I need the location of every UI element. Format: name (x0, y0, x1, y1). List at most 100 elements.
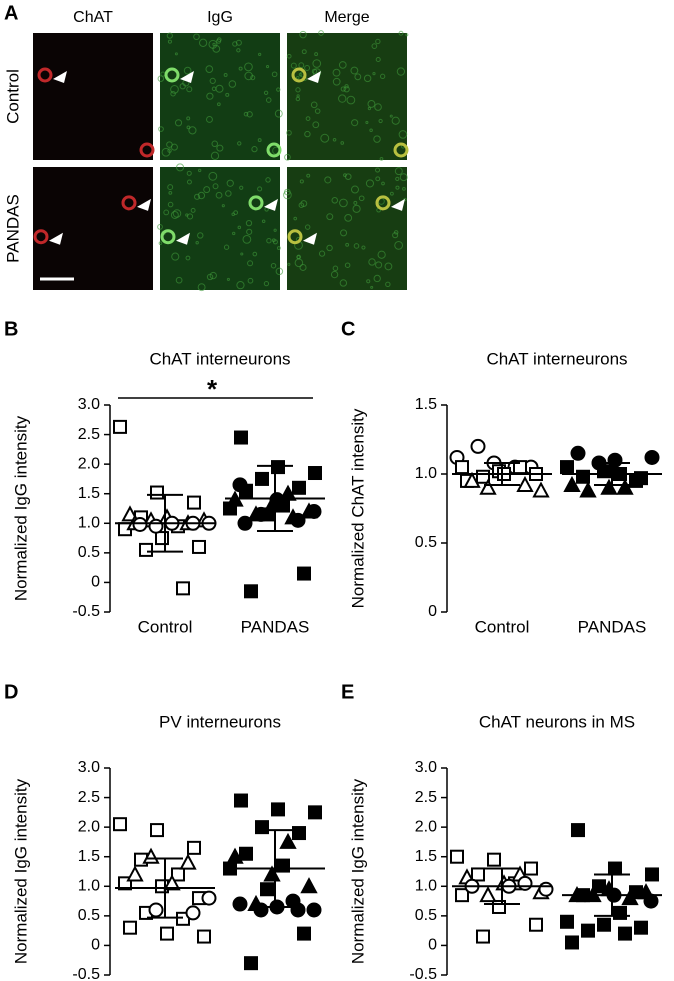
square-marker (123, 920, 137, 935)
y-tick-label: 0 (91, 937, 100, 954)
texture (215, 191, 223, 199)
square-marker (634, 920, 648, 935)
column-label: Merge (324, 9, 369, 26)
texture (193, 33, 200, 41)
texture (170, 85, 179, 94)
square-marker (260, 882, 274, 897)
square-marker (197, 929, 211, 944)
texture (217, 102, 221, 107)
texture (221, 204, 225, 208)
texture (211, 86, 217, 92)
texture (379, 157, 384, 161)
texture (174, 52, 178, 56)
texture (263, 90, 269, 95)
panel-letter: C (341, 318, 355, 340)
texture (394, 240, 404, 250)
texture (344, 213, 353, 222)
micrograph (160, 33, 280, 160)
texture (198, 38, 208, 47)
texture (381, 181, 385, 186)
texture (299, 263, 307, 271)
circle-marker (570, 445, 586, 461)
triangle-marker (621, 889, 639, 906)
arrowhead (264, 198, 278, 211)
texture (266, 238, 272, 244)
texture (398, 30, 404, 36)
square-marker (297, 926, 311, 941)
texture (251, 146, 258, 153)
texture (395, 176, 400, 182)
y-tick-label: 2.0 (78, 455, 100, 472)
texture (238, 66, 243, 71)
panel-letter: E (341, 681, 354, 703)
y-tick-label: 0.5 (415, 907, 437, 924)
texture (300, 200, 308, 207)
square-marker (292, 480, 306, 495)
triangle-marker (226, 847, 244, 864)
texture (314, 52, 319, 57)
texture (332, 77, 341, 86)
square-marker (597, 917, 611, 932)
texture (167, 148, 172, 153)
texture (167, 201, 174, 208)
texture (210, 151, 220, 160)
triangle-marker (279, 832, 297, 849)
texture (350, 185, 359, 194)
y-tick-label: 2.0 (78, 818, 100, 835)
texture (368, 258, 376, 266)
row-label: PANDAS (3, 194, 22, 263)
triangle-marker (600, 478, 618, 495)
triangle-marker (532, 481, 550, 498)
texture (168, 190, 173, 195)
cell (266, 142, 282, 158)
square-marker (529, 917, 543, 932)
texture (343, 173, 347, 178)
circle-marker (290, 902, 306, 918)
square-marker (455, 460, 469, 475)
texture (240, 252, 244, 256)
square-marker (160, 926, 174, 941)
texture (296, 94, 300, 98)
texture (176, 163, 185, 172)
texture (247, 260, 254, 267)
texture (363, 74, 372, 83)
y-tick-label: 1.0 (415, 465, 437, 482)
circle-marker (232, 896, 248, 912)
micrograph (287, 33, 407, 160)
triangle-marker (479, 478, 497, 495)
texture (194, 193, 201, 200)
column-label: IgG (207, 9, 233, 26)
texture (232, 231, 236, 236)
texture (236, 281, 245, 290)
square-marker (234, 793, 248, 808)
arrowhead (176, 232, 190, 245)
chart-title: ChAT interneurons (149, 349, 290, 368)
texture (208, 171, 218, 181)
texture (344, 84, 349, 89)
texture (405, 33, 409, 37)
y-axis-label: Normalized ChAT intensity (348, 408, 367, 608)
y-tick-label: 2.5 (78, 426, 100, 443)
texture (286, 53, 292, 59)
texture (375, 167, 381, 173)
square-marker (244, 956, 258, 971)
texture (187, 213, 194, 220)
texture (170, 90, 176, 97)
texture (326, 244, 333, 252)
chart-title: PV interneurons (159, 712, 281, 731)
texture (326, 213, 334, 221)
square-marker (565, 935, 579, 950)
square-marker (571, 823, 585, 838)
texture (274, 109, 283, 118)
texture (257, 186, 263, 192)
texture (306, 173, 311, 178)
cell (248, 195, 264, 211)
texture (395, 185, 400, 190)
square-marker (450, 849, 464, 864)
texture (346, 95, 356, 105)
texture (331, 197, 339, 204)
x-tick-label: Control (475, 617, 530, 636)
texture (185, 255, 191, 261)
square-marker (476, 929, 490, 944)
texture (320, 133, 330, 143)
